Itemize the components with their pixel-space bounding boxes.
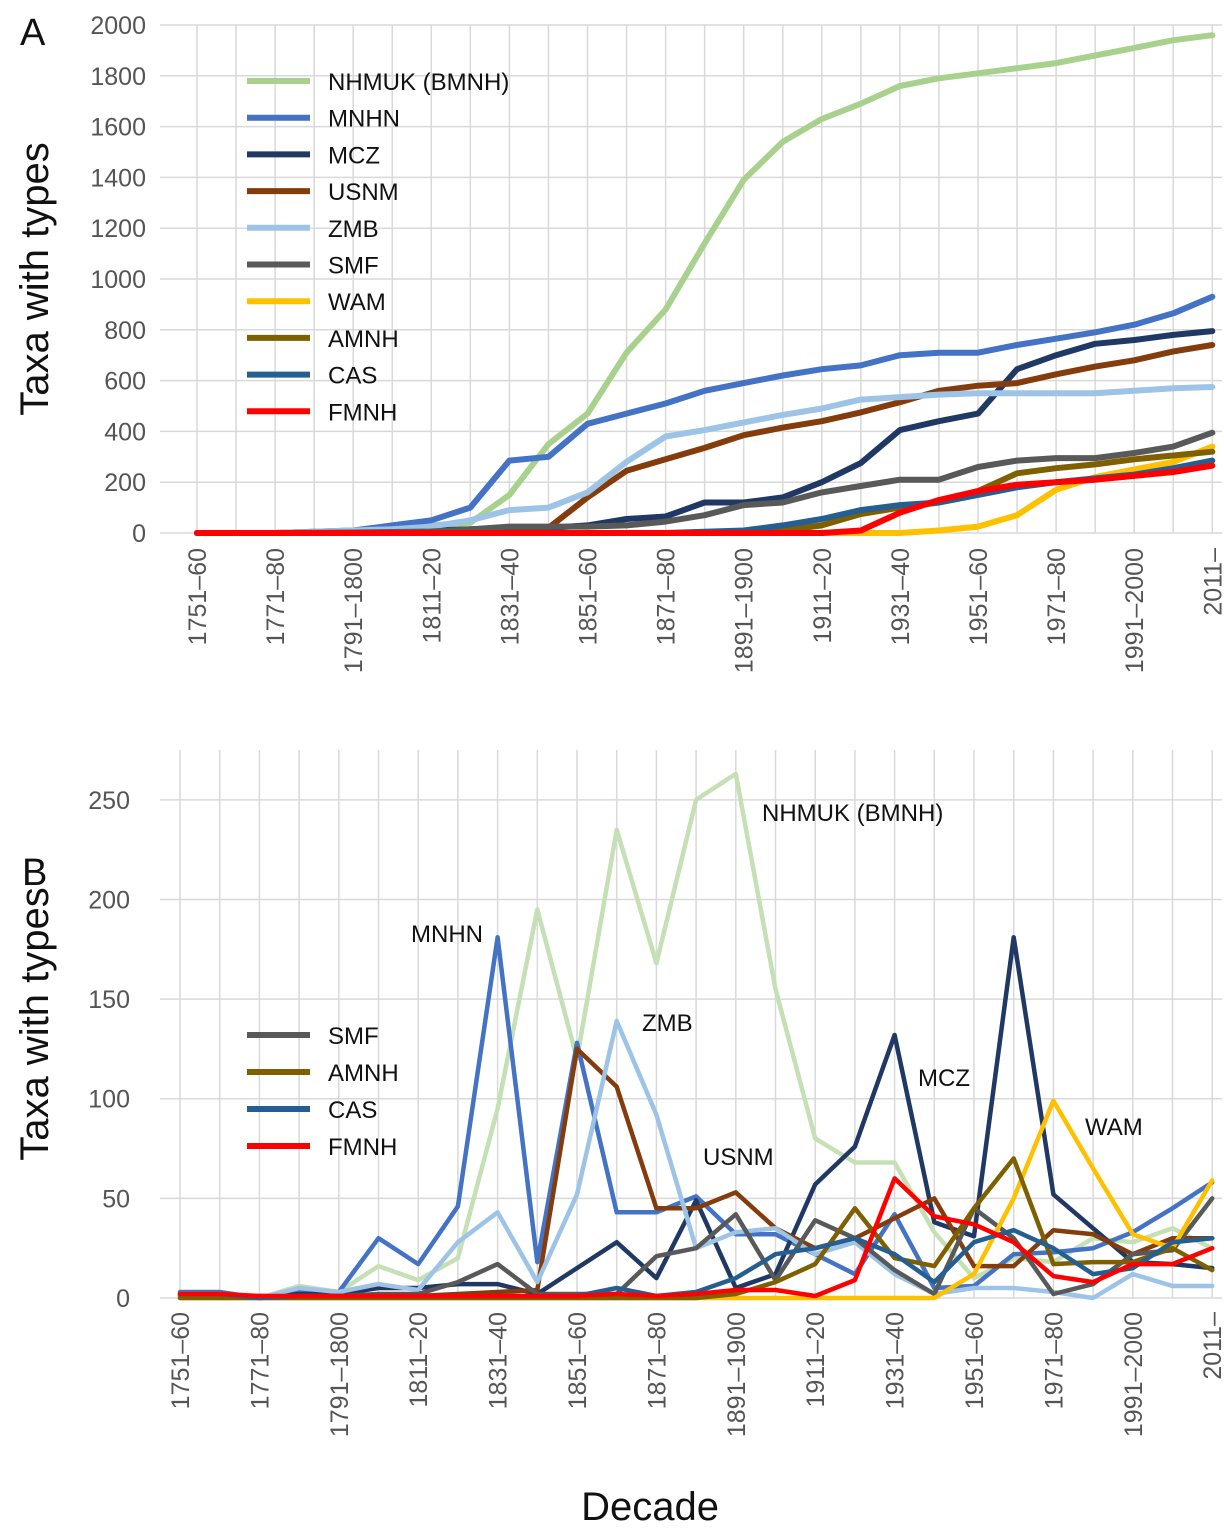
x-tick-label: 1751–60 (167, 1312, 195, 1409)
x-tick-label: 1791–1800 (340, 548, 368, 673)
x-tick-label: 1771–80 (262, 548, 290, 645)
x-tick-label: 1931–40 (887, 548, 915, 645)
x-tick-label: 1831–40 (496, 548, 524, 645)
legend-label: SMF (328, 253, 379, 280)
y-tick-label: 400 (104, 418, 146, 446)
series-annotation: NHMUK (BMNH) (762, 800, 943, 827)
x-tick-label: 1971–80 (1043, 548, 1071, 645)
legend-label: MNHN (328, 106, 400, 133)
y-tick-label: 2000 (90, 12, 146, 40)
x-tick-label: 1791–1800 (326, 1312, 354, 1437)
y-tick-label: 1600 (90, 114, 146, 142)
x-tick-label: 1951–60 (965, 548, 993, 645)
x-tick-label: 1891–1900 (731, 548, 759, 673)
y-tick-label: 1800 (90, 63, 146, 91)
y-tick-label: 200 (104, 469, 146, 497)
y-tick-label: 1200 (90, 215, 146, 243)
y-tick-label: 150 (88, 986, 130, 1014)
y-tick-label: 1000 (90, 266, 146, 294)
y-tick-label: 0 (132, 520, 146, 548)
x-tick-label: 1811–20 (405, 1312, 433, 1407)
y-tick-label: 0 (116, 1285, 130, 1313)
legend-label: SMF (328, 1023, 379, 1050)
x-tick-label: 1851–60 (564, 1312, 592, 1409)
panel-label: B (22, 852, 47, 894)
y-axis-title: Taxa with types (13, 142, 57, 415)
x-tick-label: 1951–60 (961, 1312, 989, 1409)
legend-label: ZMB (328, 216, 379, 243)
legend-label: NHMUK (BMNH) (328, 69, 509, 96)
y-axis-title: Taxa with types (13, 887, 57, 1160)
series-line (177, 771, 1215, 1301)
x-tick-label: 1871–80 (653, 548, 681, 645)
x-tick-label: 1851–60 (575, 548, 603, 645)
x-tick-label: 1811–20 (418, 548, 446, 643)
x-tick-label: 1991–2000 (1120, 1312, 1148, 1437)
legend-label: MCZ (328, 142, 380, 169)
series-line (177, 935, 1215, 1301)
series-annotation: MNHN (411, 921, 483, 948)
x-tick-label: 1991–2000 (1121, 548, 1149, 673)
series-annotation: ZMB (642, 1010, 693, 1037)
x-tick-label: 1871–80 (643, 1312, 671, 1409)
x-tick-label: 1751–60 (184, 548, 212, 645)
legend-label: FMNH (328, 399, 397, 426)
x-axis-title: Decade (581, 1485, 719, 1529)
y-tick-label: 250 (88, 787, 130, 815)
x-tick-label: 2011– (1199, 548, 1224, 616)
y-tick-label: 1400 (90, 164, 146, 192)
legend-label: FMNH (328, 1134, 397, 1161)
x-tick-label: 1931–40 (882, 1312, 910, 1409)
series-line (177, 1176, 1215, 1299)
legend-label: AMNH (328, 1060, 399, 1087)
series-line (177, 935, 1215, 1301)
y-tick-label: 50 (102, 1185, 130, 1213)
series-annotation: MCZ (918, 1065, 970, 1092)
legend-label: USNM (328, 179, 399, 206)
y-tick-label: 100 (88, 1086, 130, 1114)
legend-label: AMNH (328, 326, 399, 353)
series-annotation: WAM (1085, 1114, 1143, 1141)
legend-label: WAM (328, 289, 386, 316)
legend-label: CAS (328, 363, 377, 390)
x-tick-label: 1891–1900 (723, 1312, 751, 1437)
x-tick-label: 1771–80 (246, 1312, 274, 1409)
x-tick-label: 2011– (1199, 1312, 1224, 1380)
x-tick-label: 1911–20 (809, 548, 837, 643)
series-annotation: USNM (703, 1144, 774, 1171)
legend-label: CAS (328, 1097, 377, 1124)
x-tick-label: 1911–20 (802, 1312, 830, 1407)
y-tick-label: 200 (88, 886, 130, 914)
y-tick-label: 600 (104, 368, 146, 396)
y-tick-label: 800 (104, 317, 146, 345)
x-tick-label: 1831–40 (485, 1312, 513, 1409)
series-line (194, 462, 1216, 536)
panel-label: A (20, 12, 46, 54)
x-tick-label: 1971–80 (1040, 1312, 1068, 1409)
